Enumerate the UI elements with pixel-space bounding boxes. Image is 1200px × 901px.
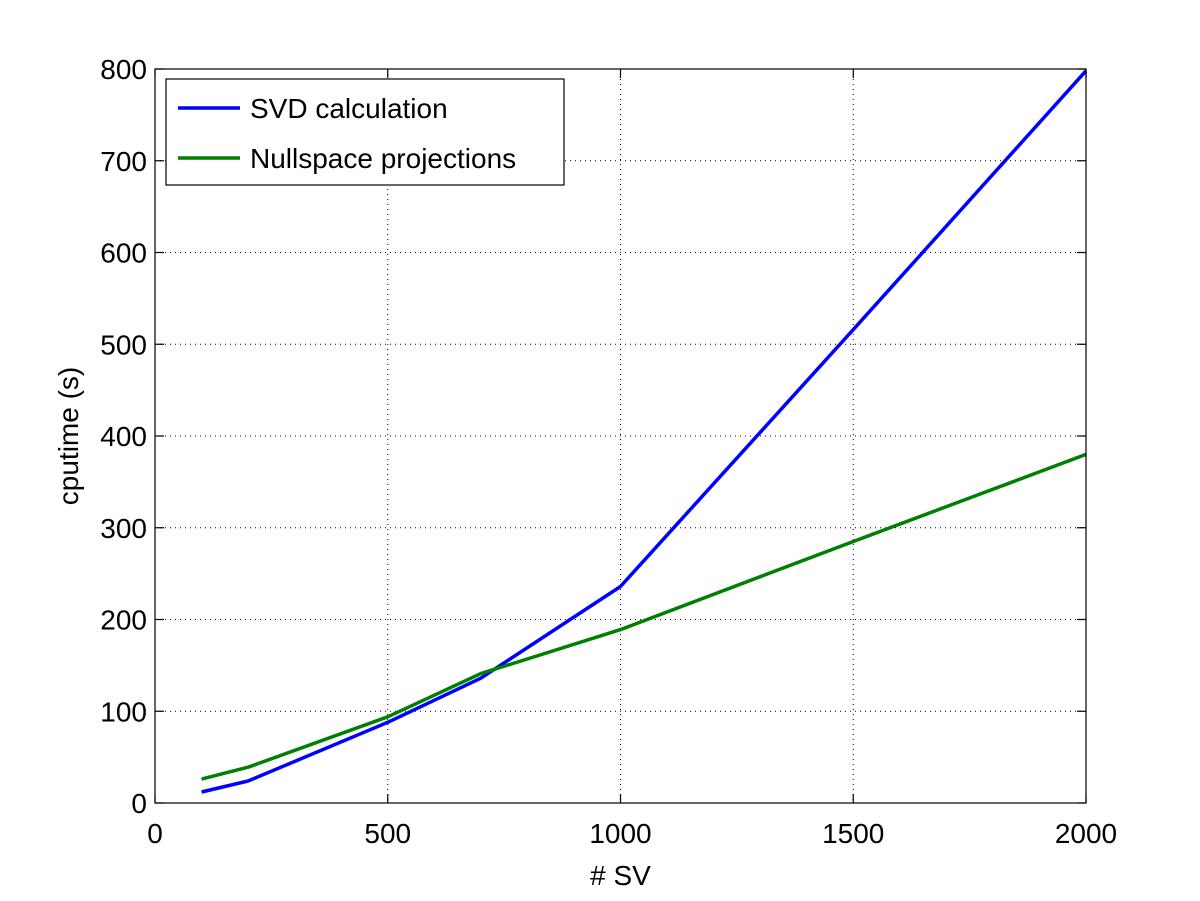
- legend: SVD calculation Nullspace projections: [165, 78, 565, 186]
- x-tick-label: 500: [364, 818, 411, 849]
- y-axis-label: cputime (s): [53, 367, 84, 505]
- axis-ticks: [154, 68, 1087, 804]
- legend-label-2: Nullspace projections: [250, 143, 516, 174]
- series-lines: [201, 69, 1088, 794]
- x-tick-label: 1500: [822, 818, 884, 849]
- tick-labels: 0 500 1000 1500 2000 0 100 200 300 400 500 600 700 80…: [100, 54, 1117, 849]
- x-tick-label: 1000: [589, 818, 651, 849]
- series-line-1: [201, 69, 1088, 794]
- y-tick-label: 700: [100, 146, 147, 177]
- legend-box: [165, 78, 565, 186]
- y-tick-label: 300: [100, 513, 147, 544]
- y-tick-label: 500: [100, 329, 147, 360]
- y-tick-label: 800: [100, 54, 147, 85]
- legend-label-1: SVD calculation: [250, 93, 448, 124]
- y-tick-label: 0: [131, 788, 147, 819]
- y-tick-label: 200: [100, 605, 147, 636]
- y-tick-label: 100: [100, 696, 147, 727]
- series-line-2: [201, 452, 1087, 781]
- x-tick-label: 0: [147, 818, 163, 849]
- y-tick-label: 600: [100, 238, 147, 269]
- x-axis-label: # SV: [590, 860, 651, 891]
- x-tick-label: 2000: [1055, 818, 1117, 849]
- y-tick-label: 400: [100, 421, 147, 452]
